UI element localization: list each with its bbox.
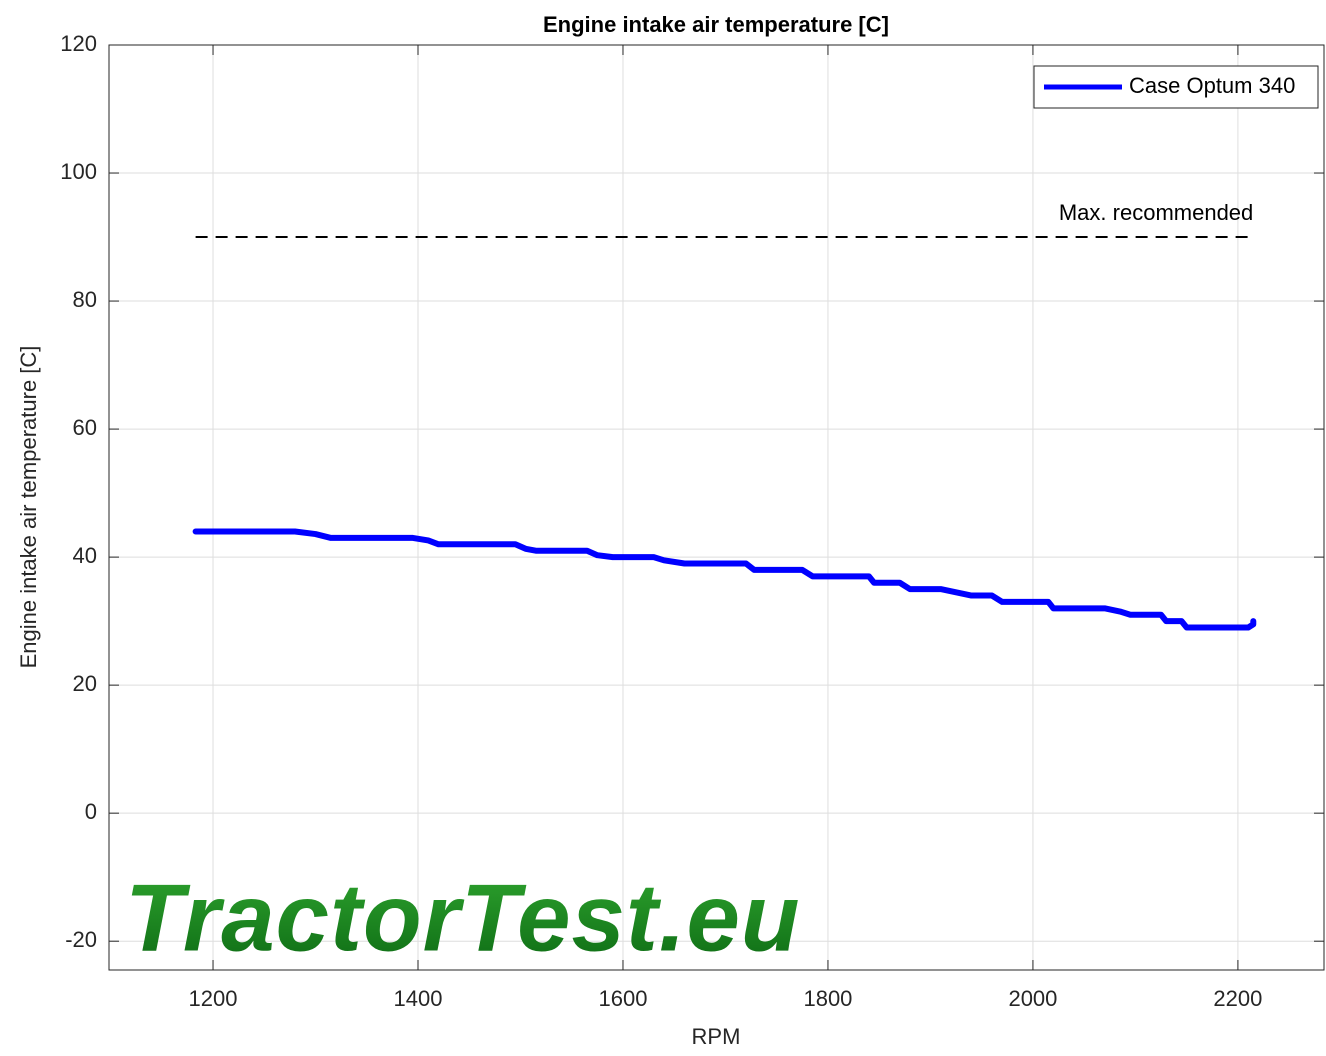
x-tick-label: 2000 [1008,986,1057,1011]
reference-label: Max. recommended [1059,200,1253,225]
y-tick-label: 60 [73,415,97,440]
y-tick-label: 0 [85,799,97,824]
y-tick-label: 120 [60,31,97,56]
x-axis-label: RPM [692,1024,741,1049]
watermark: TractorTest.eu [125,864,801,971]
data-line [192,528,1257,631]
y-tick-label: 20 [73,671,97,696]
chart-title: Engine intake air temperature [C] [543,12,889,37]
x-tick-label: 2200 [1213,986,1262,1011]
y-tick-label: 40 [73,543,97,568]
legend: Case Optum 340 [1033,65,1319,109]
x-tick-label: 1400 [394,986,443,1011]
y-tick-label: 100 [60,159,97,184]
plot-frame [108,44,1325,971]
legend-label: Case Optum 340 [1129,73,1295,98]
x-tick-label: 1800 [803,986,852,1011]
x-tick-label: 1600 [599,986,648,1011]
x-tick-label: 1200 [189,986,238,1011]
y-axis-label: Engine intake air temperature [C] [16,346,41,669]
y-tick-label: -20 [65,927,97,952]
y-tick-label: 80 [73,287,97,312]
